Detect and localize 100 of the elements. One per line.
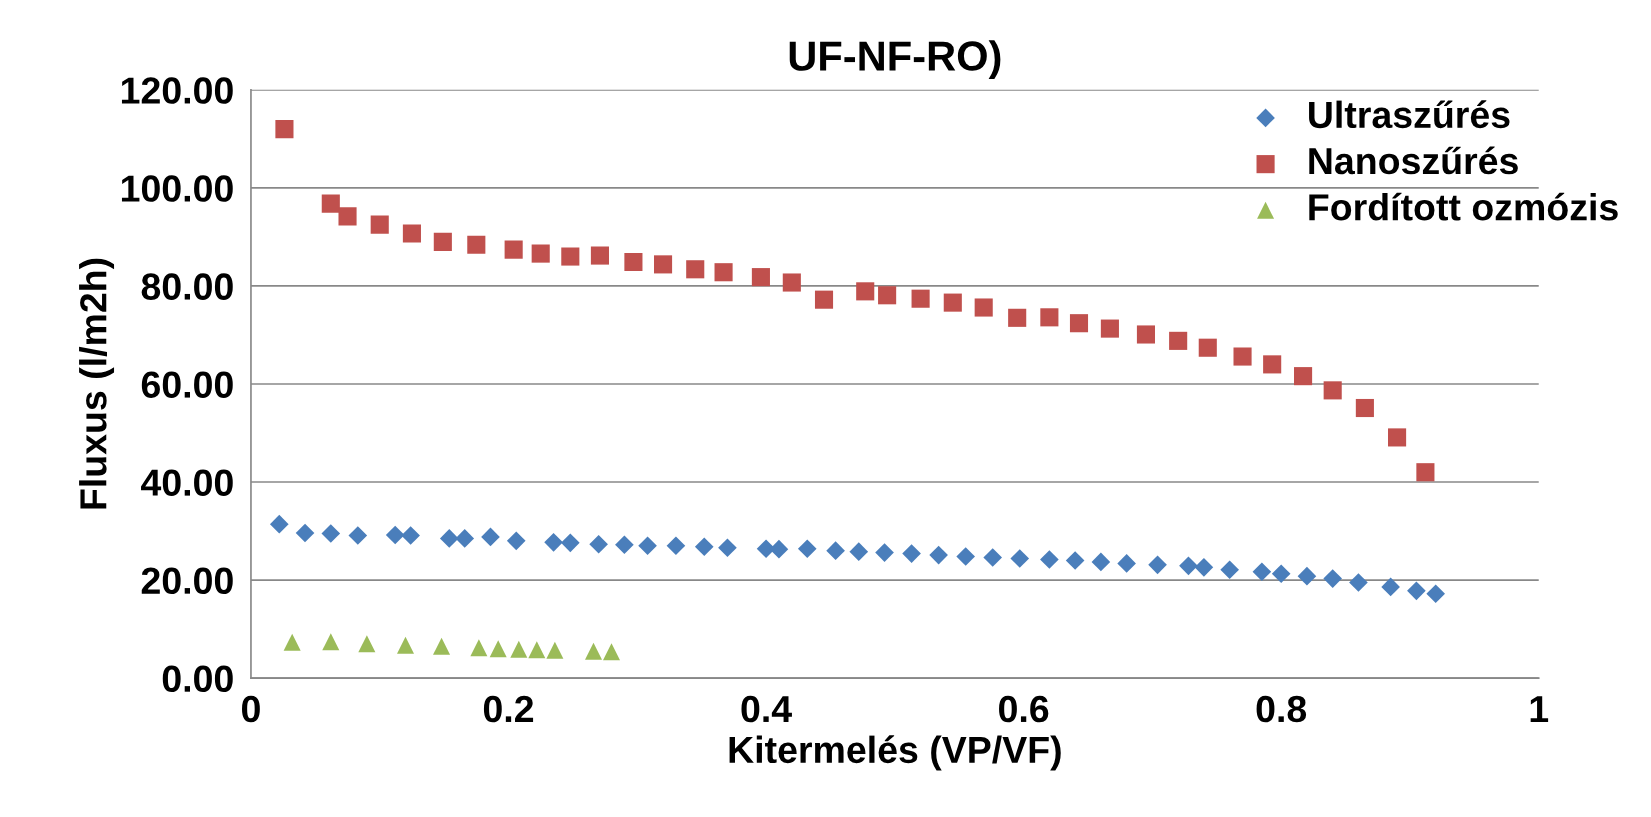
point — [544, 533, 563, 552]
point — [358, 635, 376, 653]
point — [1198, 338, 1217, 357]
point — [929, 545, 948, 565]
point — [481, 527, 500, 547]
point — [439, 529, 459, 548]
point — [1271, 564, 1291, 584]
x-tick-label: 0.4 — [741, 695, 792, 723]
point — [590, 246, 609, 265]
x-tick-label: 0.6 — [999, 695, 1049, 723]
point — [489, 640, 507, 658]
point — [1349, 573, 1368, 592]
point — [1220, 560, 1239, 580]
point — [1355, 398, 1374, 418]
x-tick-label: 0 — [242, 695, 260, 723]
legend-label: Nanoszűrés — [1309, 146, 1518, 175]
legend-label: Ultraszűrés — [1309, 100, 1510, 129]
point — [401, 526, 420, 545]
point — [1252, 562, 1272, 582]
point — [1407, 581, 1426, 601]
legend-label: Fordított ozmózis — [1309, 192, 1618, 221]
point — [370, 215, 389, 234]
point — [470, 639, 488, 657]
point — [751, 268, 770, 287]
y-tick-label: 40.00 — [141, 469, 233, 496]
point — [1426, 584, 1446, 604]
point — [295, 523, 315, 543]
point — [1100, 319, 1119, 338]
point — [769, 539, 789, 559]
point — [561, 247, 580, 266]
y-tick-label: 60.00 — [141, 371, 233, 398]
point — [797, 539, 817, 559]
y-tick-label: 80.00 — [141, 273, 233, 300]
point — [1233, 347, 1252, 366]
point — [856, 282, 875, 301]
y-tick-label: 100.00 — [121, 175, 233, 202]
point — [686, 260, 705, 279]
point — [902, 544, 921, 563]
point — [1381, 577, 1400, 597]
chart-title: UF-NF-RO) — [789, 40, 1001, 80]
point — [321, 524, 341, 543]
point — [666, 536, 686, 556]
x-tick-label: 0.8 — [1256, 695, 1307, 723]
point — [974, 298, 993, 317]
point — [1194, 558, 1214, 577]
point — [1008, 308, 1027, 327]
point — [782, 273, 801, 292]
point — [878, 286, 897, 305]
point — [814, 290, 834, 309]
point — [1297, 566, 1317, 586]
point — [455, 529, 475, 548]
point — [561, 533, 580, 553]
point — [624, 252, 643, 271]
point — [1010, 549, 1030, 568]
y-axis-title: Fluxus (l/m2h) — [79, 258, 115, 509]
point — [1091, 552, 1111, 572]
point — [1040, 550, 1059, 569]
point — [531, 244, 550, 263]
point — [338, 207, 357, 226]
point — [504, 240, 523, 259]
x-tick-label: 1 — [1530, 696, 1549, 722]
point — [433, 232, 452, 251]
point — [506, 531, 526, 551]
point — [943, 293, 962, 312]
point — [589, 534, 608, 554]
point — [1069, 314, 1089, 333]
point — [615, 535, 634, 555]
point — [275, 120, 294, 139]
point — [283, 633, 301, 651]
point — [546, 641, 564, 659]
point — [1040, 308, 1059, 327]
point — [510, 640, 528, 658]
point — [1148, 555, 1167, 575]
point — [585, 642, 603, 660]
point — [718, 538, 737, 558]
point — [1294, 367, 1313, 386]
point — [826, 541, 845, 560]
point — [1323, 381, 1342, 400]
y-tick-label: 120.00 — [121, 77, 233, 104]
x-tick-label: 0.2 — [483, 695, 534, 723]
point — [1169, 331, 1188, 350]
point — [714, 263, 733, 282]
point — [1323, 569, 1342, 588]
point — [348, 526, 368, 545]
point — [956, 547, 975, 566]
point — [983, 548, 1003, 567]
point — [467, 235, 486, 254]
y-tick-label: 20.00 — [141, 567, 233, 595]
point — [1388, 428, 1407, 447]
point — [1065, 551, 1085, 570]
point — [1179, 556, 1198, 576]
point — [269, 514, 289, 534]
point — [385, 525, 405, 545]
point — [396, 636, 414, 654]
point — [402, 224, 421, 243]
point — [849, 542, 869, 561]
point — [638, 536, 657, 556]
point — [1117, 554, 1136, 573]
point — [603, 643, 621, 661]
point — [911, 289, 930, 308]
